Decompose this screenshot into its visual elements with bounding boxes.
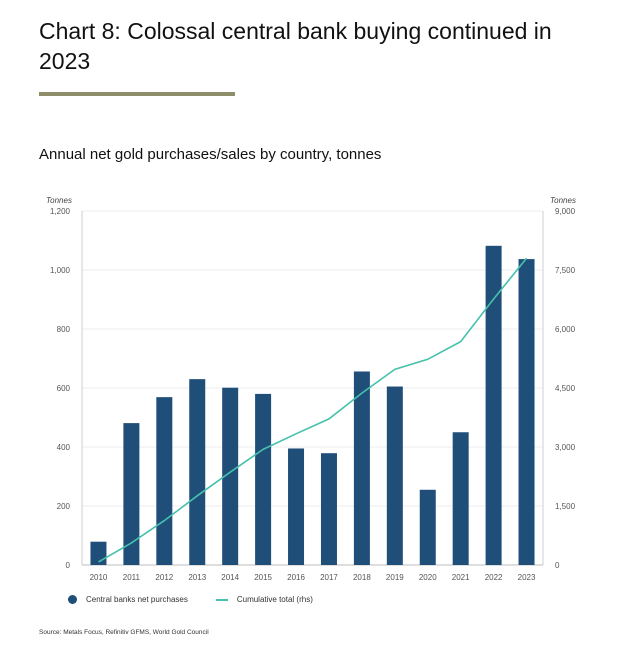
bar-2020 xyxy=(419,489,436,565)
bar-2021 xyxy=(452,432,469,565)
x-tick-label: 2013 xyxy=(188,573,206,582)
legend-item-line: Cumulative total (rhs) xyxy=(215,595,313,604)
bar-2011 xyxy=(123,423,140,565)
x-tick-label: 2021 xyxy=(452,573,470,582)
x-tick-label: 2017 xyxy=(320,573,338,582)
left-tick-label: 400 xyxy=(57,443,71,452)
left-axis: 0 200 400 600 800 1,000 1,200 xyxy=(50,207,71,570)
x-tick-label: 2011 xyxy=(123,573,141,582)
x-tick-label: 2020 xyxy=(419,573,437,582)
bar-2012 xyxy=(156,397,173,565)
right-tick-label: 3,000 xyxy=(555,443,576,452)
gridlines xyxy=(82,210,543,507)
legend: Central banks net purchases Cumulative t… xyxy=(68,595,341,604)
legend-line-marker xyxy=(215,598,228,601)
left-axis-title: Tonnes xyxy=(46,196,72,205)
left-tick-label: 800 xyxy=(57,325,71,334)
x-tick-label: 2012 xyxy=(155,573,173,582)
left-tick-label: 0 xyxy=(66,561,71,570)
right-axis: 0 1,500 3,000 4,500 6,000 7,500 9,000 xyxy=(555,207,576,570)
bar-2018 xyxy=(353,371,370,565)
x-tick-label: 2023 xyxy=(518,573,536,582)
x-tick-label: 2010 xyxy=(90,573,108,582)
right-axis-title: Tonnes xyxy=(550,196,576,205)
source-note: Source: Metals Focus, Refinitiv GFMS, Wo… xyxy=(39,629,209,636)
left-tick-label: 200 xyxy=(57,502,71,511)
left-tick-label: 1,000 xyxy=(50,266,71,275)
line-series xyxy=(98,257,528,563)
right-tick-label: 1,500 xyxy=(555,502,576,511)
x-tick-label: 2014 xyxy=(221,573,239,582)
right-tick-label: 4,500 xyxy=(555,384,576,393)
title-underline xyxy=(39,92,235,96)
bar-2019 xyxy=(386,386,403,565)
x-tick-label: 2015 xyxy=(254,573,272,582)
x-tick-label: 2022 xyxy=(485,573,503,582)
cumulative-line xyxy=(98,257,528,563)
bar-2023 xyxy=(518,259,535,565)
left-tick-label: 600 xyxy=(57,384,71,393)
x-tick-label: 2019 xyxy=(386,573,404,582)
right-tick-label: 6,000 xyxy=(555,325,576,334)
x-tick-label: 2016 xyxy=(287,573,305,582)
bar-2014 xyxy=(222,387,239,565)
right-tick-label: 9,000 xyxy=(555,207,576,216)
legend-bar-marker xyxy=(68,595,77,604)
bar-2013 xyxy=(189,379,206,565)
x-tick-label: 2018 xyxy=(353,573,371,582)
legend-bar-label: Central banks net purchases xyxy=(86,595,188,604)
legend-line-label: Cumulative total (rhs) xyxy=(236,595,313,604)
right-tick-label: 0 xyxy=(555,561,560,570)
bar-2017 xyxy=(320,453,337,565)
chart-title: Chart 8: Colossal central bank buying co… xyxy=(39,18,552,74)
legend-item-bars: Central banks net purchases xyxy=(68,595,188,604)
bar-2022 xyxy=(485,245,502,565)
bar-2015 xyxy=(255,393,272,565)
right-tick-label: 7,500 xyxy=(555,266,576,275)
chart-subtitle: Annual net gold purchases/sales by count… xyxy=(39,146,382,163)
x-axis: 2010 2011 2012 2013 2014 2015 2016 2017 2018 2019… xyxy=(90,573,536,582)
bar-2016 xyxy=(288,448,305,565)
left-tick-label: 1,200 xyxy=(50,207,71,216)
bar-series xyxy=(90,245,535,565)
